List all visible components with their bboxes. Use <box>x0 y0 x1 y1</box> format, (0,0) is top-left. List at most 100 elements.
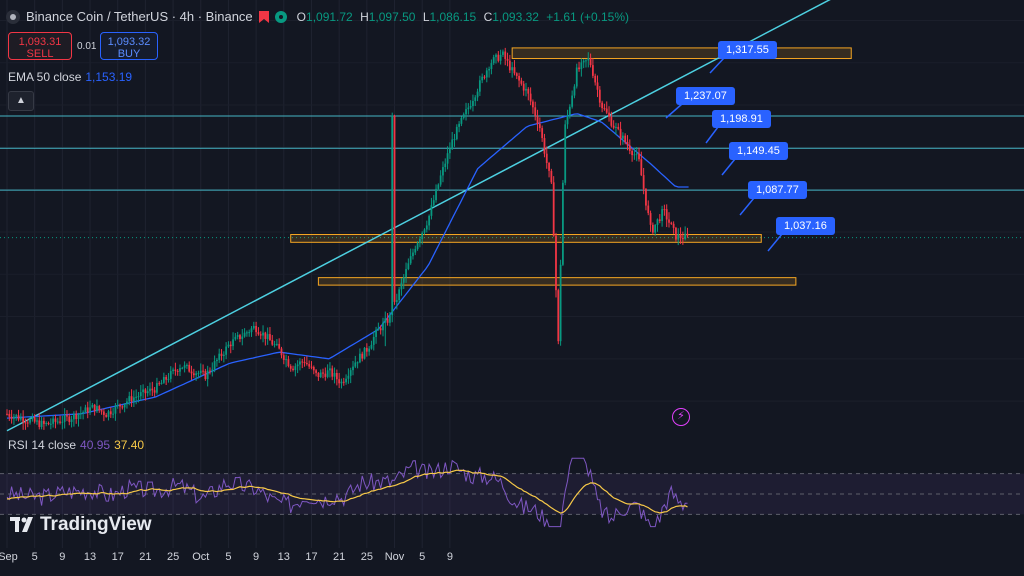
x-tick-label: 17 <box>305 551 318 563</box>
candle-body <box>573 86 576 96</box>
candle-body <box>119 404 121 407</box>
candle-body <box>151 388 154 391</box>
candle-body <box>333 372 336 377</box>
price-label-pointer <box>721 158 736 176</box>
candle-body <box>684 233 687 240</box>
ascending-trendline <box>6 0 831 432</box>
candle-body <box>363 347 366 359</box>
candle-body <box>109 411 112 415</box>
candle-body <box>478 80 481 92</box>
candle-body <box>273 344 276 346</box>
candle-body <box>352 366 354 371</box>
candle-body <box>149 388 151 392</box>
symbol-title[interactable]: Binance Coin / TetherUS · 4h · Binance <box>26 9 253 24</box>
candle-body <box>469 106 472 108</box>
price-label[interactable]: 1,149.45 <box>729 142 788 160</box>
sell-button[interactable]: 1,093.31 SELL <box>8 32 72 60</box>
candle-body <box>312 367 315 371</box>
price-label-pointer <box>705 126 719 144</box>
candle-body <box>391 115 394 316</box>
candle-body <box>331 368 334 377</box>
candle-body <box>488 68 490 71</box>
candle-body <box>340 381 343 384</box>
candle-body <box>589 57 592 66</box>
candle-body <box>347 375 350 379</box>
price-label[interactable]: 1,037.16 <box>776 217 835 235</box>
candle-body <box>686 233 689 236</box>
buy-button[interactable]: 1,093.32 BUY <box>100 32 158 60</box>
candle-body <box>82 412 85 414</box>
candle-body <box>645 188 647 206</box>
ema-legend-label: EMA 50 close <box>8 70 82 84</box>
candle-body <box>105 414 108 417</box>
candle-body <box>467 107 470 110</box>
time-axis[interactable]: Sep 5 9 13 17 21 25 Oct 5 9 13 17 21 25 Nov 5 9 <box>0 551 1024 569</box>
binance-coin-icon <box>6 9 20 24</box>
candle-body <box>354 362 357 367</box>
candle-body <box>379 328 382 331</box>
candle-body <box>222 354 225 356</box>
candle-body <box>668 219 670 223</box>
candle-body <box>257 332 260 335</box>
candle-body <box>59 421 61 423</box>
rsi-legend[interactable]: RSI 14 close 40.95 37.40 <box>8 438 144 452</box>
candle-body <box>174 369 177 371</box>
buy-label: BUY <box>117 48 141 60</box>
candle-body <box>527 88 530 94</box>
candle-body <box>658 219 661 221</box>
candle-body <box>220 353 223 356</box>
candle-body <box>206 370 209 380</box>
candle-body <box>31 417 34 420</box>
candle-body <box>45 422 48 424</box>
price-label[interactable]: 1,087.77 <box>748 181 807 199</box>
price-label[interactable]: 1,198.91 <box>712 110 771 128</box>
candle-body <box>545 153 548 163</box>
flag-icon[interactable] <box>258 10 269 23</box>
candle-body <box>29 419 31 423</box>
lightning-icon[interactable]: ⚡ <box>672 408 690 426</box>
spread-value: 0.01 <box>77 40 97 52</box>
candle-body <box>444 163 447 168</box>
x-tick-label: 25 <box>166 551 180 563</box>
open-value: 1,091.72 <box>306 9 353 24</box>
candle-body <box>596 82 599 90</box>
candle-body <box>555 235 557 291</box>
candle-body <box>619 128 622 139</box>
collapse-legend-button[interactable]: ▲ <box>8 91 34 111</box>
candle-body <box>43 420 45 424</box>
candle-body <box>186 364 188 366</box>
candle-body <box>465 109 467 115</box>
candle-body <box>172 369 174 372</box>
candle-body <box>608 112 610 117</box>
zone-rectangle <box>511 47 852 60</box>
candle-body <box>232 339 234 347</box>
x-tick-label: Nov <box>384 551 405 563</box>
candle-body <box>234 336 237 340</box>
candle-body <box>158 383 161 385</box>
price-label[interactable]: 1,237.07 <box>676 87 735 105</box>
price-label[interactable]: 1,317.55 <box>718 41 777 59</box>
candle-body <box>236 335 239 337</box>
high-value: 1,097.50 <box>368 9 416 24</box>
candle-body <box>197 373 200 375</box>
open-key: O <box>296 9 307 24</box>
candle-body <box>654 224 657 233</box>
tradingview-logo-icon <box>10 517 33 532</box>
candle-body <box>522 83 525 91</box>
candle-body <box>550 170 553 183</box>
candle-body <box>393 115 396 302</box>
candle-body <box>370 344 373 349</box>
ema-legend[interactable]: EMA 50 close 1,153.19 <box>8 70 132 84</box>
ema-50-line <box>6 113 689 419</box>
candle-body <box>529 93 532 102</box>
candle-body <box>153 390 156 393</box>
candle-body <box>289 366 292 369</box>
candle-body <box>453 139 456 141</box>
rsi-ma-line <box>6 469 688 514</box>
candle-body <box>278 343 281 349</box>
candle-body <box>587 57 590 61</box>
candle-body <box>543 138 546 154</box>
candle-body <box>462 114 465 118</box>
candle-body <box>225 346 228 355</box>
